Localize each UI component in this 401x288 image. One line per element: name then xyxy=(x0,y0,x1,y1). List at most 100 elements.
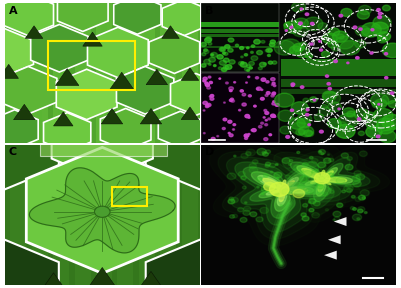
Circle shape xyxy=(258,67,262,70)
Circle shape xyxy=(251,51,253,53)
Circle shape xyxy=(325,209,328,211)
Circle shape xyxy=(267,54,270,56)
Bar xyxy=(48,145,53,285)
Circle shape xyxy=(292,26,308,37)
Polygon shape xyxy=(181,68,199,80)
Circle shape xyxy=(233,129,235,130)
Polygon shape xyxy=(274,152,380,215)
Circle shape xyxy=(388,101,398,108)
Circle shape xyxy=(336,203,343,207)
Circle shape xyxy=(237,208,243,212)
Circle shape xyxy=(319,176,324,180)
Circle shape xyxy=(322,51,330,57)
Circle shape xyxy=(340,41,360,55)
Circle shape xyxy=(317,192,324,196)
Circle shape xyxy=(300,176,307,182)
Circle shape xyxy=(235,44,239,47)
Circle shape xyxy=(305,53,312,58)
Circle shape xyxy=(355,26,369,36)
Circle shape xyxy=(203,80,206,82)
Circle shape xyxy=(275,103,279,106)
Circle shape xyxy=(270,171,273,173)
Circle shape xyxy=(378,12,382,15)
Circle shape xyxy=(251,130,253,131)
Circle shape xyxy=(352,175,360,181)
Circle shape xyxy=(271,84,273,86)
Circle shape xyxy=(252,128,256,132)
Circle shape xyxy=(202,53,206,56)
Circle shape xyxy=(256,217,263,222)
Circle shape xyxy=(358,131,365,135)
Circle shape xyxy=(290,160,293,162)
Polygon shape xyxy=(146,100,254,189)
Circle shape xyxy=(228,132,230,134)
Circle shape xyxy=(241,62,244,64)
Circle shape xyxy=(353,181,361,187)
Circle shape xyxy=(275,93,294,107)
Circle shape xyxy=(312,213,320,218)
Circle shape xyxy=(302,162,308,166)
Circle shape xyxy=(219,78,221,79)
Bar xyxy=(144,3,150,143)
Circle shape xyxy=(211,137,215,140)
Circle shape xyxy=(294,18,308,28)
Bar xyxy=(112,187,147,206)
Circle shape xyxy=(382,94,395,104)
Circle shape xyxy=(323,92,340,105)
Circle shape xyxy=(273,85,276,87)
Circle shape xyxy=(339,14,342,17)
Circle shape xyxy=(207,86,211,89)
Bar xyxy=(5,3,10,143)
Circle shape xyxy=(246,149,255,156)
Circle shape xyxy=(322,91,336,101)
Circle shape xyxy=(328,41,338,48)
Circle shape xyxy=(245,114,249,118)
Circle shape xyxy=(382,114,401,130)
Circle shape xyxy=(336,36,354,49)
Circle shape xyxy=(352,208,356,210)
Bar xyxy=(26,145,32,285)
Circle shape xyxy=(320,49,323,51)
Circle shape xyxy=(223,52,225,54)
Circle shape xyxy=(333,219,335,221)
Circle shape xyxy=(379,130,396,143)
Bar xyxy=(112,145,117,285)
Circle shape xyxy=(240,217,247,222)
Circle shape xyxy=(203,77,207,80)
Circle shape xyxy=(263,152,268,156)
Circle shape xyxy=(372,101,381,108)
Circle shape xyxy=(338,122,346,128)
Circle shape xyxy=(352,214,362,221)
Circle shape xyxy=(312,170,316,173)
Circle shape xyxy=(358,195,365,200)
Circle shape xyxy=(385,77,388,79)
Polygon shape xyxy=(235,162,341,225)
Circle shape xyxy=(334,217,340,221)
Circle shape xyxy=(297,151,300,154)
Circle shape xyxy=(378,32,391,41)
Circle shape xyxy=(293,43,304,52)
Circle shape xyxy=(280,205,283,206)
Circle shape xyxy=(370,52,373,54)
Circle shape xyxy=(304,130,312,136)
Circle shape xyxy=(318,149,326,155)
Circle shape xyxy=(363,112,376,121)
Circle shape xyxy=(257,173,259,175)
Circle shape xyxy=(275,193,279,197)
Circle shape xyxy=(359,28,362,30)
Circle shape xyxy=(207,103,211,107)
Circle shape xyxy=(204,59,211,64)
Circle shape xyxy=(298,129,306,134)
Circle shape xyxy=(259,126,262,128)
Circle shape xyxy=(290,109,294,111)
Circle shape xyxy=(358,209,363,213)
Circle shape xyxy=(306,113,309,116)
Circle shape xyxy=(290,118,305,129)
Circle shape xyxy=(229,197,234,200)
Circle shape xyxy=(383,43,401,58)
Polygon shape xyxy=(218,151,360,239)
Circle shape xyxy=(269,163,275,168)
Bar xyxy=(112,3,117,143)
Circle shape xyxy=(317,184,324,189)
Circle shape xyxy=(222,128,225,130)
